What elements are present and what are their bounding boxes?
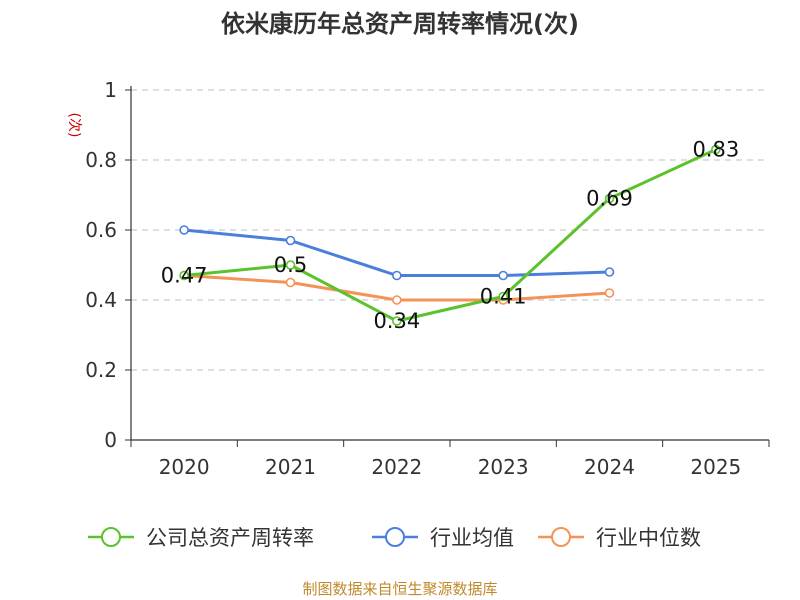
series-line-0: [184, 148, 717, 323]
legend-marker: [551, 527, 571, 547]
legend-marker: [101, 527, 121, 547]
legend-marker: [385, 527, 405, 547]
data-point-1: [498, 270, 508, 281]
x-tick-label: 2023: [478, 455, 529, 479]
data-label: 0.5: [274, 253, 307, 277]
y-tick-label: 0: [104, 428, 117, 452]
y-axis-label: (次): [66, 113, 82, 138]
source-note: 制图数据来自恒生聚源数据库: [302, 580, 498, 598]
y-tick-label: 0.6: [85, 218, 117, 242]
data-point-0: [392, 316, 402, 326]
data-label: 0.34: [373, 309, 420, 333]
data-point-0: [285, 260, 296, 270]
data-label: 0.69: [586, 187, 633, 211]
data-point-0: [711, 144, 721, 155]
chart-title: 依米康历年总资产周转率情况(次): [221, 10, 579, 38]
data-point-2: [392, 295, 402, 305]
y-tick-label: 0.8: [85, 148, 117, 172]
y-tick-label: 0.2: [85, 358, 117, 382]
legend-label: 公司总资产周转率: [146, 526, 314, 550]
data-point-2: [604, 288, 615, 298]
data-point-0: [498, 291, 508, 302]
data-point-1: [604, 267, 615, 277]
data-point-2: [285, 277, 296, 288]
data-point-0: [604, 193, 615, 204]
data-label: 0.41: [480, 285, 527, 309]
y-tick-label: 1: [104, 78, 117, 102]
x-tick-label: 2020: [159, 455, 210, 479]
data-point-1: [179, 225, 189, 235]
data-label: 0.83: [692, 138, 739, 162]
data-label: 0.47: [161, 264, 208, 288]
x-tick-label: 2022: [371, 455, 422, 479]
y-tick-label: 0.4: [85, 288, 117, 312]
legend-label: 行业均值: [430, 526, 514, 550]
legend-label: 行业中位数: [596, 526, 701, 550]
data-point-1: [392, 270, 402, 281]
x-tick-label: 2024: [584, 455, 635, 479]
data-point-0: [179, 270, 189, 281]
x-tick-label: 2021: [265, 455, 316, 479]
x-tick-label: 2025: [690, 455, 741, 479]
data-point-1: [285, 235, 296, 246]
